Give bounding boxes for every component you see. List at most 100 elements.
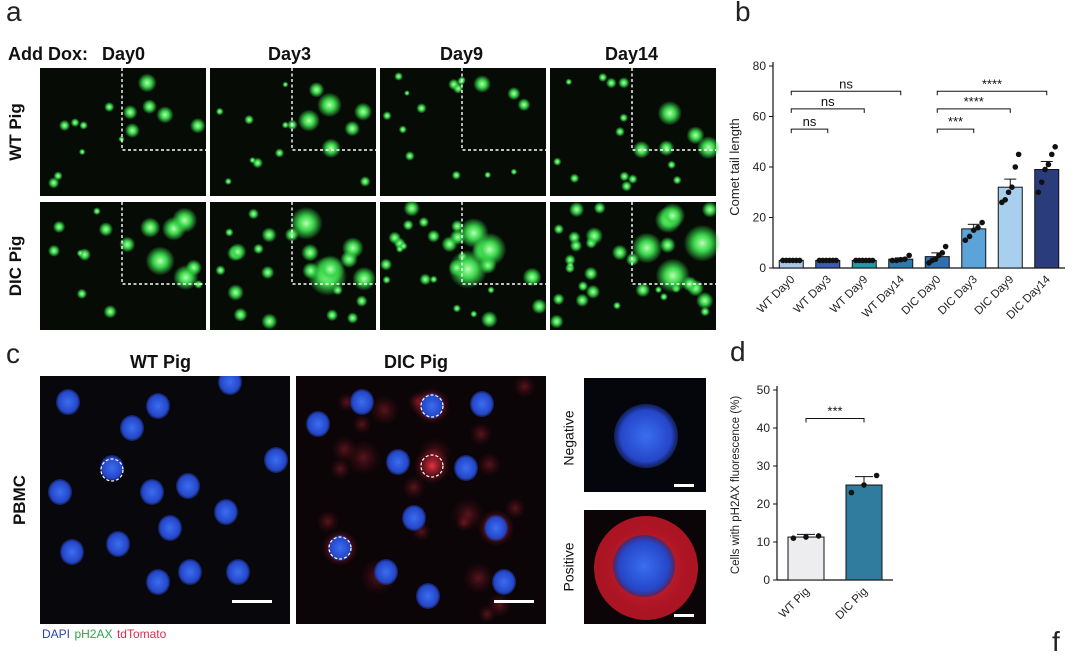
comet-cell [346,312,359,324]
comet-cell [631,232,663,264]
day-label-9: Day9 [440,44,484,64]
comet-cell [140,217,161,238]
comet-cell [657,101,682,126]
comet-cell [308,82,325,98]
data-point [932,256,939,262]
y-tick-label: 40 [753,160,767,174]
data-point [962,237,969,244]
comet-cell [701,201,718,218]
comet-cell [215,107,224,116]
y-axis-label: Comet tail length [727,118,742,216]
significance-label: *** [827,404,842,419]
data-point [861,482,867,488]
comet-cell [355,295,368,307]
inset-outline [291,202,376,285]
comet-cell [598,72,608,82]
significance-label: **** [964,94,984,109]
comet-cell [233,307,248,322]
comet-cell [274,148,285,158]
data-point [790,535,797,541]
comet-cell [577,281,589,292]
comet-cell [76,249,85,257]
panel-letter-a: a [6,0,22,27]
comet-cell [686,126,705,145]
comet-cell [510,168,518,176]
bar [961,228,987,269]
ph2ax-chart: 0 10 20 30 40 50 Cells with pH2AX fluorescence… [730,383,893,623]
comet-cell [632,140,651,159]
micrograph-tile [549,201,720,330]
comet-cell [452,304,461,313]
significance-label: ns [821,94,835,109]
bar [787,536,825,581]
nucleus [328,535,352,561]
legend-dapi: DAPI [42,627,71,641]
comet-cell [98,222,114,237]
comet-cell [517,98,531,112]
nucleus [176,473,200,499]
significance-bracket [936,108,1011,113]
data-point [970,227,977,233]
comet-cell [659,292,668,301]
nucleus [140,479,164,505]
significance-bracket [805,418,865,423]
comet-cell [52,220,66,234]
comet-cell [416,103,427,114]
comet-cell [473,75,491,93]
nucleus [484,515,508,541]
comet-cell [354,102,373,121]
data-point [897,256,904,263]
inset-outline [631,68,716,151]
nucleus [374,559,398,585]
comet-cell [399,242,408,251]
comet-cell [531,298,547,315]
comet-cell [659,237,676,254]
data-point [902,256,908,262]
comet-cell [418,216,430,228]
micrograph-tile [210,68,376,196]
comet-cell [628,174,638,184]
comet-cell [248,208,259,220]
data-point [1002,197,1009,203]
nucleus [614,404,678,468]
significance-bracket [790,108,865,113]
comet-cell [326,309,339,322]
data-point [979,219,985,226]
comet-cell [404,90,410,96]
comet-cell [569,173,580,184]
comet-cell [282,81,289,88]
significance-bracket [936,90,1048,96]
comet-cell [104,101,115,113]
comet-cell [281,121,289,129]
nucleus [350,389,374,415]
significance-bracket [936,128,975,134]
comet-cell [394,72,403,81]
comet-cell [78,148,86,156]
comet-cell [297,109,320,132]
micrograph-tile [379,200,547,330]
comet-cell [382,111,392,121]
data-point [1009,184,1015,190]
y-tick-label: 50 [757,383,771,397]
comet-cell [124,123,140,138]
nucleus [106,531,130,557]
comet-cell [93,207,101,216]
comet-cell [618,77,630,89]
comet-cell [402,219,414,231]
scale-bar [232,600,272,603]
col-label-wt-pig: WT Pig [130,352,191,372]
comet-cell [122,105,138,120]
data-point [803,534,809,540]
pbmc-fluorescence-images [40,376,706,624]
bar [1034,169,1060,269]
inset-outline [121,68,206,151]
comet-cell [660,203,686,229]
micrograph-tile [40,202,206,330]
comet-cell [472,232,507,267]
comet-assay-micrographs [40,68,720,330]
x-tick-label: DIC Pig [834,586,871,623]
comet-cell [382,275,391,284]
nucleus [470,391,494,417]
comet-cell [427,229,440,243]
y-tick-label: 30 [757,459,771,473]
